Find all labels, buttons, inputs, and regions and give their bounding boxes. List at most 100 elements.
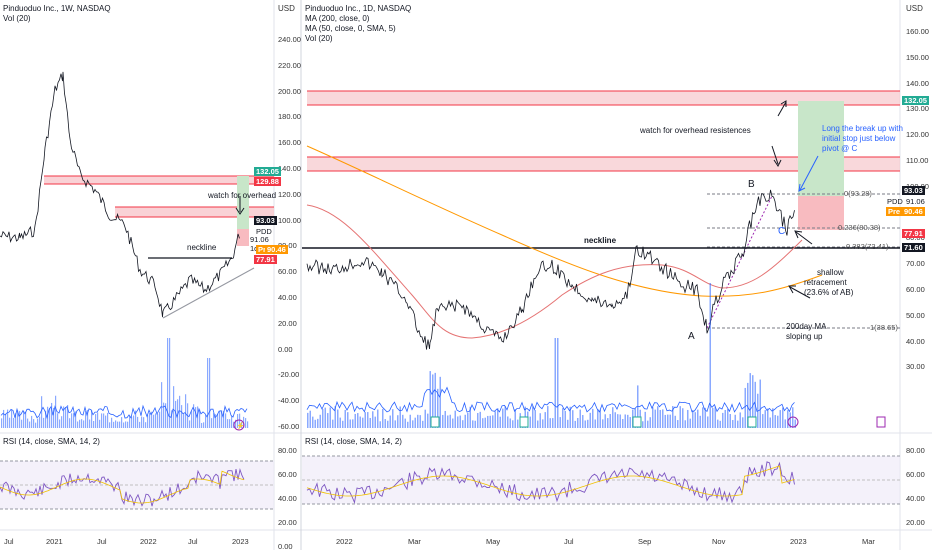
ma200-label: MA (200, close, 0) xyxy=(305,14,370,23)
left-long-target-zone xyxy=(237,176,249,229)
volume-bar xyxy=(362,417,364,428)
volume-bar xyxy=(747,382,749,428)
volume-bar xyxy=(29,421,31,428)
volume-bar xyxy=(247,421,249,428)
volume-bar xyxy=(547,406,549,428)
volume-bar xyxy=(359,416,361,428)
left-price-axis-label: 160.00 xyxy=(278,138,301,148)
fib-382: 0.382(72.41) xyxy=(846,242,889,251)
earnings-markers xyxy=(430,416,886,428)
volume-bar xyxy=(15,413,17,428)
right-chart-title: Pinduoduo Inc., 1D, NASDAQ xyxy=(305,4,412,13)
volume-bar xyxy=(404,418,406,428)
left-time-axis-label: 2022 xyxy=(140,537,157,546)
left-chart[interactable]: ⚡ Pinduoduo Inc., 1W, NASDAQ Vol (20) RS… xyxy=(0,0,302,550)
volume-bar xyxy=(223,410,225,428)
volume-bar xyxy=(25,411,27,428)
volume-bar xyxy=(494,411,496,428)
volume-bar xyxy=(647,420,649,428)
volume-bar xyxy=(71,413,73,428)
left-price-axis-label: 60.00 xyxy=(278,267,297,277)
volume-bar xyxy=(597,409,599,428)
volume-bar xyxy=(712,408,714,428)
volume-bar xyxy=(59,419,61,428)
volume-bar xyxy=(109,422,111,428)
volume-bar xyxy=(332,419,334,428)
volume-bar xyxy=(93,421,95,428)
volume-bar xyxy=(131,416,133,428)
right-price-axis-label: 140.00 xyxy=(906,78,929,88)
volume-bar xyxy=(77,421,79,428)
volume-bar xyxy=(454,410,456,428)
volume-bar xyxy=(205,414,207,428)
volume-bar xyxy=(492,415,494,428)
volume-bar xyxy=(529,416,531,428)
volume-bar xyxy=(452,418,454,428)
left-resistance-zone-2 xyxy=(115,207,274,217)
volume-bar xyxy=(229,419,231,428)
right-time-axis-label: Sep xyxy=(638,537,652,546)
volume-bar xyxy=(739,412,741,428)
volume-bar xyxy=(394,420,396,428)
volume-bar xyxy=(382,408,384,428)
volume-bar xyxy=(99,419,101,428)
right-price-axis-label: 50.00 xyxy=(906,310,925,320)
left-long-stop-zone xyxy=(237,229,249,246)
volume-bar xyxy=(23,411,25,428)
volume-bar xyxy=(602,419,604,428)
right-price-axis-label: 160.00 xyxy=(906,27,929,36)
volume-bar xyxy=(384,419,386,428)
volume-bar xyxy=(314,419,316,428)
volume-bar xyxy=(225,413,227,428)
right-price-axis-label: 30.00 xyxy=(906,362,925,372)
left-price-axis-label: 0.00 xyxy=(278,344,293,354)
volume-bar xyxy=(39,416,41,428)
volume-bar xyxy=(649,417,651,428)
volume-bar xyxy=(151,411,153,428)
left-price-axis-label: 140.00 xyxy=(278,164,301,173)
volume-bar xyxy=(207,358,209,428)
volume-bar xyxy=(707,416,709,428)
volume-bar xyxy=(779,410,781,428)
volume-bar xyxy=(143,417,145,428)
volume-bar xyxy=(397,415,399,428)
volume-bar xyxy=(642,421,644,428)
volume-bar xyxy=(517,419,519,428)
volume-bar xyxy=(189,420,191,428)
volume-bar xyxy=(161,382,163,428)
volume-bar xyxy=(221,410,223,428)
volume-bar xyxy=(139,421,141,428)
volume-bar xyxy=(504,406,506,428)
right-chart[interactable]: Pinduoduo Inc., 1D, NASDAQ MA (200, clos… xyxy=(302,0,932,550)
right-tag-91: 91.06 xyxy=(906,197,925,206)
volume-bar xyxy=(592,408,594,428)
volume-bar xyxy=(215,414,217,428)
right-volume-label: Vol (20) xyxy=(305,34,333,43)
left-price-axis-label: 200.00 xyxy=(278,86,301,96)
volume-bar xyxy=(379,421,381,428)
volume-bar xyxy=(537,420,539,428)
right-price-axis-label: 40.00 xyxy=(906,336,925,346)
volume-bar xyxy=(502,408,504,428)
volume-bar xyxy=(149,412,151,428)
volume-bar xyxy=(83,420,85,428)
volume-bar xyxy=(327,413,329,428)
volume-bar xyxy=(179,395,181,428)
left-tag-90: 90.46 xyxy=(265,245,288,254)
volume-bar xyxy=(467,412,469,428)
volume-bar xyxy=(167,338,169,428)
volume-bar xyxy=(43,417,45,428)
right-rsi-axis-label: 40.00 xyxy=(906,494,925,503)
volume-bar xyxy=(474,420,476,428)
svg-text:⚡: ⚡ xyxy=(236,421,245,430)
right-currency-label: USD xyxy=(906,4,923,13)
right-price-axis-label: 120.00 xyxy=(906,130,929,140)
volume-bar xyxy=(344,409,346,428)
volume-bar xyxy=(185,394,187,428)
volume-bar xyxy=(13,417,15,428)
right-rsi-ma xyxy=(306,465,795,497)
volume-bar xyxy=(35,422,37,428)
volume-bar xyxy=(764,410,766,428)
volume-bar xyxy=(45,410,47,428)
left-price-axis-label: 180.00 xyxy=(278,112,301,122)
